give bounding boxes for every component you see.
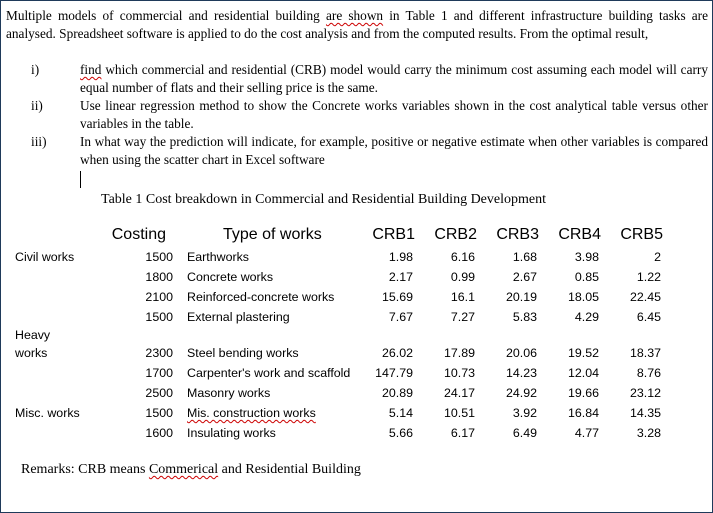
crb1-value: 15.69	[381, 290, 413, 304]
crb4-value: 3.98	[574, 250, 599, 264]
list-text: In what way the prediction will indicate…	[80, 134, 708, 167]
table-caption: Table 1 Cost breakdown in Commercial and…	[101, 192, 546, 207]
row-group-label: Misc. works	[15, 406, 80, 420]
crb3-value: 14.23	[505, 366, 537, 380]
crb4-value: 4.77	[574, 426, 599, 440]
remarks: Remarks: CRB means Commerical and Reside…	[21, 461, 712, 479]
list-item[interactable]: i) find which commercial and residential…	[31, 61, 708, 97]
intro-text-1: Multiple models of commercial and reside…	[6, 8, 326, 23]
header-crb5: CRB5	[620, 226, 663, 243]
cost-table: Costing Type of works CRB1 CRB2 CRB3 CRB4 CRB5…	[1, 225, 712, 447]
crb4-value: 12.04	[567, 366, 599, 380]
header-crb4: CRB4	[558, 226, 601, 243]
text-cursor	[80, 171, 81, 188]
crb2-value: 16.1	[450, 290, 475, 304]
costing-cell: 1600	[145, 426, 173, 440]
list-text: which commercial and residential (CRB) m…	[80, 62, 708, 95]
crb4-value: 16.84	[567, 406, 599, 420]
crb5-value: 23.12	[629, 386, 661, 400]
list-item[interactable]: ii) Use linear regression method to show…	[31, 97, 708, 133]
crb5-value: 14.35	[629, 406, 661, 420]
costing-cell: 1700	[145, 366, 173, 380]
spelling-flagged-text[interactable]: Commerical	[148, 462, 219, 477]
crb3-value: 24.92	[505, 386, 537, 400]
crb4-value: 18.05	[567, 290, 599, 304]
costing-cell: 1500	[145, 310, 173, 324]
crb1-value: 1.98	[388, 250, 413, 264]
crb1-value: 5.66	[388, 426, 413, 440]
costing-cell: 1500	[145, 250, 173, 264]
crb2-value: 7.27	[450, 310, 475, 324]
crb3-value: 3.92	[512, 406, 537, 420]
list-number: iii)	[31, 134, 47, 149]
crb1-value: 20.89	[381, 386, 413, 400]
type-of-works-cell: Masonry works	[187, 386, 271, 400]
type-of-works-cell: Carpenter's work and scaffold	[187, 366, 351, 380]
crb2-value: 6.16	[450, 250, 475, 264]
crb5-value: 1.22	[636, 270, 661, 284]
crb1-value: 5.14	[388, 406, 413, 420]
crb3-value: 1.68	[512, 250, 537, 264]
crb1-value: 7.67	[388, 310, 413, 324]
type-of-works-cell: Insulating works	[187, 426, 276, 440]
crb1-value: 2.17	[388, 270, 413, 284]
crb5-value: 2	[654, 250, 661, 264]
list-number: i)	[31, 62, 40, 77]
costing-cell: 1800	[145, 270, 173, 284]
costing-cell: 2100	[145, 290, 173, 304]
crb3-value: 5.83	[512, 310, 537, 324]
type-of-works-cell: Mis. construction works	[187, 406, 316, 420]
crb2-value: 17.89	[443, 346, 475, 360]
crb2-value: 10.73	[443, 366, 475, 380]
header-type-of-works: Type of works	[223, 226, 322, 243]
crb3-value: 20.06	[505, 346, 537, 360]
row-group-label: works	[15, 346, 48, 360]
crb2-value: 0.99	[450, 270, 475, 284]
crb5-value: 3.28	[636, 426, 661, 440]
crb2-value: 10.51	[443, 406, 475, 420]
list-text: Use linear regression method to show the…	[80, 98, 708, 131]
remarks-text: Remarks: CRB means	[21, 462, 149, 477]
question-list: i) find which commercial and residential…	[1, 61, 712, 169]
crb3-value: 6.49	[512, 426, 537, 440]
crb3-value: 20.19	[505, 290, 537, 304]
type-of-works-cell: Steel bending works	[187, 346, 299, 360]
remarks-text: and Residential Building	[218, 462, 361, 477]
crb1-value: 147.79	[375, 366, 413, 380]
list-item[interactable]: iii) In what way the prediction will ind…	[31, 133, 708, 169]
type-of-works-cell: Reinforced-concrete works	[187, 290, 335, 304]
crb2-value: 6.17	[450, 426, 475, 440]
row-group-label: Heavy	[15, 328, 51, 342]
crb5-value: 8.76	[636, 366, 661, 380]
costing-cell: 2300	[145, 346, 173, 360]
type-of-works-cell: Concrete works	[187, 270, 274, 284]
row-group-label: Civil works	[15, 250, 75, 264]
list-number: ii)	[31, 98, 43, 113]
header-crb1: CRB1	[372, 226, 415, 243]
intro-paragraph[interactable]: Multiple models of commercial and reside…	[6, 7, 708, 43]
grammar-flagged-text[interactable]: are shown	[325, 8, 384, 23]
crb4-value: 0.85	[574, 270, 599, 284]
crb5-value: 22.45	[629, 290, 661, 304]
costing-cell: 2500	[145, 386, 173, 400]
grammar-flagged-text[interactable]: find	[80, 62, 102, 77]
crb3-value: 2.67	[512, 270, 537, 284]
intro-text-2: in Table 1 and different infrastructure …	[6, 8, 709, 41]
crb1-value: 26.02	[381, 346, 413, 360]
type-of-works-cell: Earthworks	[187, 250, 249, 264]
header-crb3: CRB3	[496, 226, 539, 243]
header-crb2: CRB2	[434, 226, 477, 243]
crb2-value: 24.17	[443, 386, 475, 400]
crb5-value: 6.45	[636, 310, 661, 324]
type-of-works-cell: External plastering	[187, 310, 290, 324]
costing-cell: 1500	[145, 406, 173, 420]
crb4-value: 4.29	[574, 310, 599, 324]
header-costing: Costing	[111, 226, 166, 243]
crb4-value: 19.66	[567, 386, 599, 400]
crb5-value: 18.37	[629, 346, 661, 360]
crb4-value: 19.52	[567, 346, 599, 360]
